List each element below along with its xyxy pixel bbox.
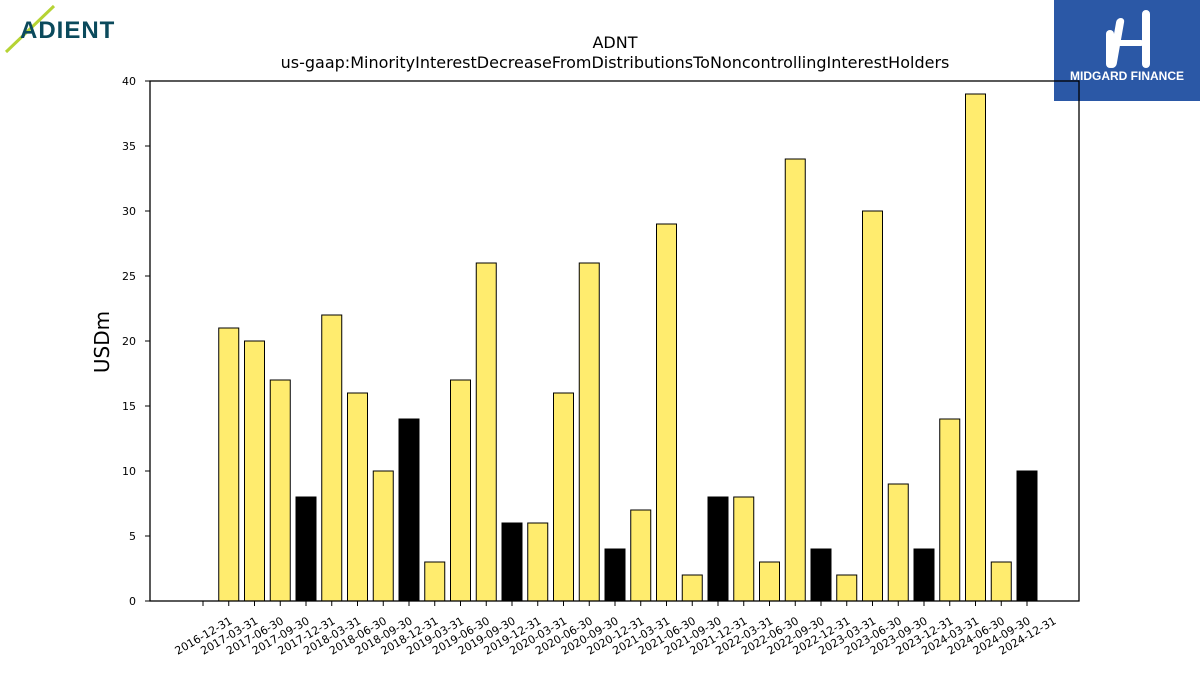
bar-2020-06-30 [553,392,574,602]
plot-frame [149,80,1080,602]
bar-2024-03-31 [939,418,961,602]
bar-2017-12-31 [295,496,317,602]
y-tick-label: 30 [122,205,136,218]
bar-2023-12-31 [913,548,935,602]
chart-title: ADNT [592,33,637,52]
bar-2024-12-31 [1016,470,1038,602]
x-axis-ticks: 2016-12-312017-03-312017-06-302017-09-30… [173,601,1059,658]
bar-2021-09-30 [681,574,703,602]
bar-2022-09-30 [784,158,806,602]
y-tick-label: 10 [122,465,136,478]
bar-2020-03-31 [527,522,549,602]
bar-2022-06-30 [759,561,780,602]
adient-logo-text: ADIENT [20,17,115,44]
bar-2017-03-31 [218,327,240,602]
bar-2022-03-31 [733,496,755,602]
bar-2017-09-30 [269,379,291,602]
bar-2021-12-31 [707,496,729,602]
y-tick-label: 35 [122,140,136,153]
y-tick-label: 5 [129,530,136,543]
bar-2019-09-30 [475,262,497,602]
midgard-finance-emblem-icon [1106,10,1150,68]
bar-2018-12-31 [398,418,420,602]
bar-2024-06-30 [965,93,986,602]
bar-2023-09-30 [887,483,909,602]
y-tick-label: 0 [129,595,136,608]
bar-2021-03-31 [630,509,652,602]
y-tick-label: 40 [122,75,136,88]
bar-2024-09-30 [990,561,1012,602]
bar-2021-06-30 [656,223,677,602]
bar-2023-03-31 [836,574,858,602]
y-axis-label: USDm [90,311,114,373]
midgard-finance-logo-text: MIDGARD FINANCE [1070,69,1184,83]
adient-logo-slash [4,4,56,54]
bars-group [218,93,1038,602]
bar-2018-09-30 [372,470,394,602]
bar-2020-09-30 [578,262,600,602]
bar-2018-03-31 [321,314,343,602]
y-tick-label: 15 [122,400,136,413]
bar-2022-12-31 [810,548,832,602]
bar-2019-06-30 [450,379,471,602]
y-axis-ticks: 0 5 10 15 20 25 30 35 40 [122,75,150,608]
y-tick-label: 25 [122,270,136,283]
midgard-finance-logo: MIDGARD FINANCE [1054,0,1200,101]
bar-2018-06-30 [347,392,368,602]
bar-2019-12-31 [501,522,523,602]
y-tick-label: 20 [122,335,136,348]
bar-2017-06-30 [244,340,265,602]
chart-subtitle: us-gaap:MinorityInterestDecreaseFromDist… [281,53,950,72]
adient-logo: ADIENT [0,0,140,60]
bar-2019-03-31 [424,561,446,602]
bar-2020-12-31 [604,548,626,602]
bar-2023-06-30 [862,210,883,602]
